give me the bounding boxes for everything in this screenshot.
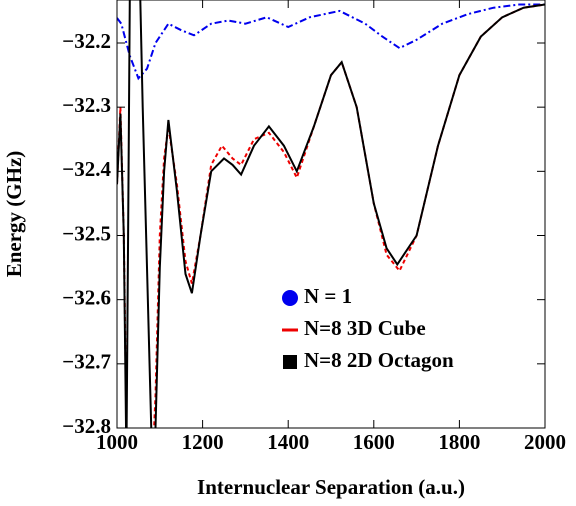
y-tick-label: −32.2 <box>62 29 111 53</box>
y-tick-label: −32.5 <box>62 221 111 245</box>
x-tick-label: 1000 <box>96 430 138 454</box>
y-tick-label: −32.4 <box>62 157 111 181</box>
y-axis-label: Energy (GHz) <box>2 151 26 278</box>
legend-label: N=8 2D Octagon <box>304 348 454 372</box>
y-tick-label: −32.8 <box>62 414 111 438</box>
plot-frame <box>116 0 546 429</box>
x-tick-label: 2000 <box>524 430 566 454</box>
x-tick-label: 1400 <box>267 430 309 454</box>
series-line <box>117 0 545 428</box>
x-axis-label: Internuclear Separation (a.u.) <box>197 475 465 499</box>
plot-area <box>117 0 545 428</box>
y-tick-label: −32.3 <box>62 93 111 117</box>
legend-label: N = 1 <box>304 284 352 308</box>
legend-label: N=8 3D Cube <box>304 316 426 340</box>
y-tick-label: −32.7 <box>62 350 111 374</box>
legend-marker <box>282 290 298 306</box>
x-tick-label: 1200 <box>182 430 224 454</box>
x-tick-label: 1800 <box>438 430 480 454</box>
legend-marker <box>283 355 297 369</box>
x-tick-label: 1600 <box>353 430 395 454</box>
series-line <box>117 3 545 81</box>
y-tick-label: −32.6 <box>62 285 111 309</box>
